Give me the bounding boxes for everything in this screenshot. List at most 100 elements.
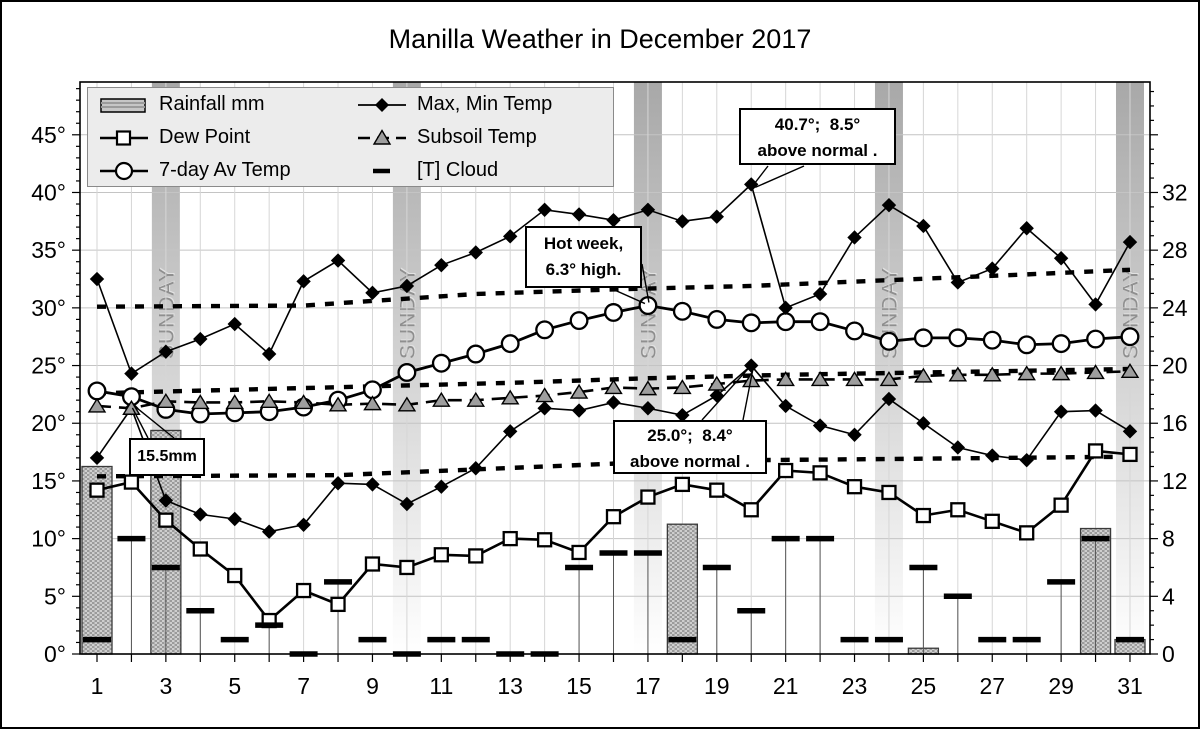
avg7-marker <box>397 363 417 382</box>
dew-marker <box>227 567 243 584</box>
avg7-marker <box>1086 329 1106 349</box>
dew-marker <box>915 507 932 524</box>
avg7-marker <box>569 311 589 331</box>
subsoil-marker <box>259 392 279 409</box>
callout-max-above-normal: 40.7°; 8.5° above normal . <box>739 108 896 165</box>
left-axis-tick-label: 35° <box>31 237 66 263</box>
legend: Rainfall mm Max, Min Temp Dew Point Subs… <box>87 87 614 187</box>
right-axis-tick-label: 32 <box>1162 179 1188 205</box>
subsoil-marker <box>1017 365 1036 381</box>
subsoil-marker <box>397 396 417 412</box>
dew-marker <box>536 532 553 548</box>
dew-marker <box>743 502 759 518</box>
x-axis-tick-label: 11 <box>429 673 453 699</box>
dew-marker <box>605 509 622 525</box>
legend-label-maxmin: Max, Min Temp <box>417 93 553 115</box>
avg7-marker <box>741 313 761 333</box>
callout-leader-lines <box>131 165 805 439</box>
dew-marker <box>89 482 105 498</box>
callout-text: Hot week, <box>543 234 624 253</box>
dew-marker <box>295 582 312 599</box>
avg7-marker <box>879 331 899 351</box>
cloud-stems <box>130 538 1097 654</box>
x-axis-tick-label: 23 <box>842 673 868 699</box>
avg7-marker <box>1120 327 1140 347</box>
left-axis-tick-label: 5° <box>44 583 66 609</box>
dew-marker <box>192 541 208 557</box>
right-axis-tick-label: 0 <box>1162 641 1175 667</box>
right-axis-tick-label: 12 <box>1162 468 1188 494</box>
avg7-marker <box>948 328 968 348</box>
subsoil-marker <box>500 389 520 405</box>
dew-marker <box>158 512 174 528</box>
left-axis-tick-label: 25° <box>31 353 66 379</box>
legend-item-avg7: 7-day Av Temp <box>98 159 356 182</box>
legend-label-avg7: 7-day Av Temp <box>159 159 291 181</box>
left-axis-tick-label: 15° <box>31 468 66 494</box>
callout-text: 6.3° high. <box>545 260 622 279</box>
x-axis-tick-label: 15 <box>566 673 592 699</box>
x-axis-tick-label: 5 <box>228 673 241 699</box>
legend-label-subsoil: Subsoil Temp <box>417 126 537 148</box>
dew-marker <box>812 465 828 481</box>
x-axis-tick-label: 3 <box>159 673 172 699</box>
avg7-marker <box>431 353 451 373</box>
x-axis-tick-label: 29 <box>1048 673 1074 699</box>
cloud-dash-swatch-icon <box>373 168 390 173</box>
x-axis-tick-label: 19 <box>704 673 730 699</box>
dew-marker <box>330 596 346 613</box>
legend-label-dew: Dew Point <box>159 126 251 148</box>
normal-reference-line <box>96 267 1131 309</box>
dew-marker <box>846 479 863 495</box>
subsoil-marker <box>948 366 968 382</box>
right-axis-tick-label: 24 <box>1162 295 1188 321</box>
subsoil-marker <box>363 395 382 411</box>
subsoil-marker <box>845 371 864 387</box>
x-axis-tick-label: 13 <box>497 673 523 699</box>
avg7-marker <box>87 381 107 401</box>
dew-marker <box>984 513 1000 529</box>
avg7-marker <box>672 301 692 321</box>
sunday-label: SUNDAY <box>396 267 419 359</box>
subsoil-marker <box>191 394 210 410</box>
dew-marker <box>468 548 484 564</box>
subsoil-marker <box>604 379 623 395</box>
subsoil-marker <box>914 367 933 383</box>
subsoil-marker <box>1086 364 1105 380</box>
avg7-marker <box>913 328 933 348</box>
callout-text: above normal . <box>630 452 750 471</box>
series-markers <box>87 177 1140 629</box>
legend-item-maxmin: Max, Min Temp <box>356 93 614 116</box>
normal-reference-line <box>96 366 1131 396</box>
subsoil-marker <box>1120 362 1140 379</box>
subsoil-line-swatch-icon <box>358 128 406 145</box>
callout-rainfall-amount: 15.5mm <box>129 438 205 476</box>
subsoil-marker <box>156 392 176 409</box>
subsoil-marker <box>638 380 658 396</box>
maxmin-line-swatch-icon <box>358 97 406 112</box>
subsoil-marker <box>294 394 313 410</box>
left-axis-tick-label: 10° <box>31 526 66 552</box>
avg7-marker <box>810 312 830 332</box>
legend-item-cloud: [T] Cloud <box>356 159 614 182</box>
callout-text: 15.5mm <box>137 448 197 465</box>
dew-marker <box>1019 525 1035 541</box>
sunday-label: SUNDAY <box>155 267 178 359</box>
right-axis-tick-label: 16 <box>1162 410 1188 436</box>
x-axis-tick-label: 7 <box>297 673 310 699</box>
rainfall-bar <box>666 523 699 655</box>
subsoil-marker <box>87 397 107 413</box>
callout-min-above-normal: 25.0°; 8.4° above normal . <box>613 420 767 474</box>
left-axis-tick-label: 0° <box>44 641 66 667</box>
dew-marker <box>640 489 656 505</box>
subsoil-marker <box>776 371 795 387</box>
legend-item-subsoil: Subsoil Temp <box>356 126 614 149</box>
subsoil-marker <box>569 383 589 399</box>
subsoil-marker <box>328 396 348 412</box>
axes: 45°40°35°30°25°20°15°10°5°0°322824201612… <box>31 81 1188 699</box>
dew-marker <box>399 559 415 576</box>
dew-line-swatch-icon <box>100 129 148 146</box>
right-axis-tick-label: 4 <box>1162 583 1175 609</box>
